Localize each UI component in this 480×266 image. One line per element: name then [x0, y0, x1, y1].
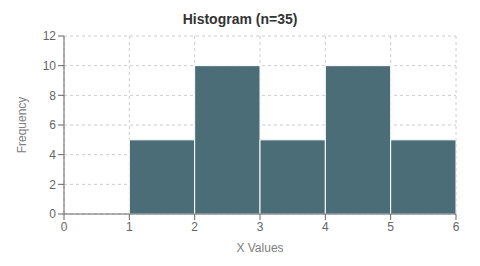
svg-text:2: 2 [191, 220, 198, 234]
svg-text:4: 4 [49, 148, 56, 162]
svg-text:2: 2 [49, 178, 56, 192]
svg-text:4: 4 [322, 220, 329, 234]
svg-text:3: 3 [257, 220, 264, 234]
svg-text:1: 1 [126, 220, 133, 234]
svg-text:X Values: X Values [236, 241, 283, 255]
svg-text:6: 6 [453, 220, 460, 234]
svg-text:Frequency: Frequency [15, 97, 29, 154]
svg-text:6: 6 [49, 118, 56, 132]
svg-text:5: 5 [387, 220, 394, 234]
svg-text:10: 10 [43, 59, 57, 73]
svg-text:8: 8 [49, 89, 56, 103]
svg-text:12: 12 [43, 30, 57, 43]
svg-text:0: 0 [49, 207, 56, 221]
html-text:Histogram (n=35): Histogram (n=35) [182, 11, 298, 27]
svg-text:0: 0 [61, 220, 68, 234]
